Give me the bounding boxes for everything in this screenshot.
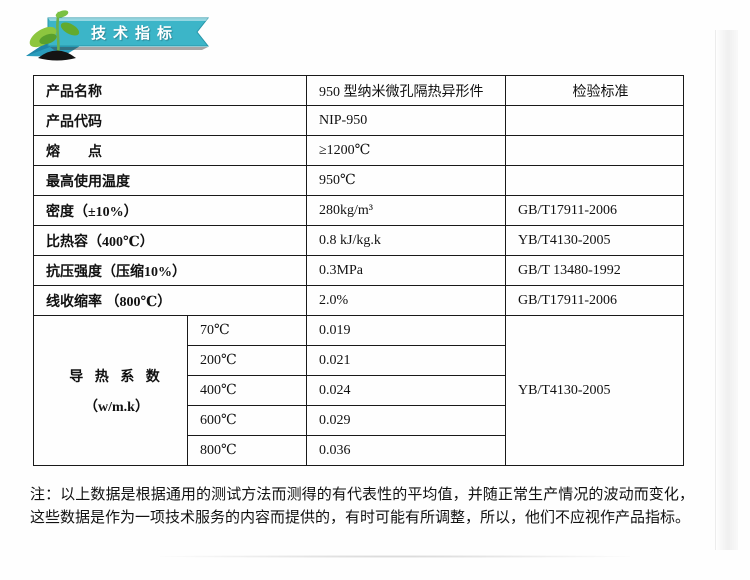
conductivity-value: 0.029 bbox=[306, 405, 506, 436]
row-label: 产品名称 bbox=[33, 75, 307, 106]
bottom-divider bbox=[160, 555, 630, 558]
conductivity-temp: 800℃ bbox=[187, 435, 307, 466]
conductivity-standard: YB/T4130-2005 bbox=[505, 315, 684, 466]
row-label: 比热容（400℃） bbox=[33, 225, 307, 256]
row-value: 2.0% bbox=[306, 285, 506, 316]
conductivity-value: 0.019 bbox=[306, 315, 506, 346]
row-value: 950 型纳米微孔隔热异形件 bbox=[306, 75, 506, 106]
table-row: 熔 点 ≥1200℃ bbox=[33, 135, 684, 166]
conductivity-temp: 70℃ bbox=[187, 315, 307, 346]
row-standard bbox=[505, 165, 684, 196]
row-value: 950℃ bbox=[306, 165, 506, 196]
conductivity-temp: 400℃ bbox=[187, 375, 307, 406]
spec-table: 产品名称 950 型纳米微孔隔热异形件 检验标准 产品代码 NIP-950 熔 … bbox=[33, 75, 684, 466]
table-row: 比热容（400℃） 0.8 kJ/kg.k YB/T4130-2005 bbox=[33, 225, 684, 256]
table-row: 抗压强度（压缩10%） 0.3MPa GB/T 13480-1992 bbox=[33, 255, 684, 286]
ribbon-highlight bbox=[48, 18, 208, 21]
row-value: NIP-950 bbox=[306, 105, 506, 136]
standard-column-header: 检验标准 bbox=[505, 75, 684, 106]
conductivity-label-line2: （w/m.k） bbox=[84, 399, 149, 415]
sprout-icon bbox=[29, 10, 80, 61]
table-row-conductivity: 800℃ 0.036 bbox=[34, 435, 684, 466]
conductivity-temp: 200℃ bbox=[187, 345, 307, 376]
table-row: 产品名称 950 型纳米微孔隔热异形件 检验标准 bbox=[33, 75, 684, 106]
row-standard: YB/T4130-2005 bbox=[505, 225, 684, 256]
banner-title: 技术指标 bbox=[90, 24, 179, 42]
table-row-conductivity: 导 热 系 数 （w/m.k） 70℃ 0.019 YB/T4130-2005 bbox=[33, 315, 684, 466]
conductivity-temp: 600℃ bbox=[187, 405, 307, 436]
row-standard bbox=[505, 105, 684, 136]
row-label: 产品代码 bbox=[33, 105, 307, 136]
row-value: 280kg/m³ bbox=[306, 195, 506, 226]
row-standard: GB/T17911-2006 bbox=[505, 285, 684, 316]
row-label: 最高使用温度 bbox=[33, 165, 307, 196]
conductivity-label: 导 热 系 数 （w/m.k） bbox=[33, 315, 188, 466]
page-edge-shadow bbox=[715, 30, 738, 550]
conductivity-value: 0.021 bbox=[306, 345, 506, 376]
row-label: 熔 点 bbox=[33, 135, 307, 166]
row-value: 0.3MPa bbox=[306, 255, 506, 286]
row-value: 0.8 kJ/kg.k bbox=[306, 225, 506, 256]
row-label: 线收缩率 （800℃） bbox=[33, 285, 307, 316]
table-row: 最高使用温度 950℃ bbox=[33, 165, 684, 196]
conductivity-label-line1: 导 热 系 数 bbox=[69, 369, 164, 385]
conductivity-value: 0.024 bbox=[306, 375, 506, 406]
table-row: 线收缩率 （800℃） 2.0% GB/T17911-2006 bbox=[33, 285, 684, 316]
section-banner: 技术指标 bbox=[12, 6, 222, 64]
row-standard: GB/T17911-2006 bbox=[505, 195, 684, 226]
table-row: 产品代码 NIP-950 bbox=[33, 105, 684, 136]
row-standard: GB/T 13480-1992 bbox=[505, 255, 684, 286]
conductivity-value: 0.036 bbox=[306, 435, 506, 466]
row-label: 抗压强度（压缩10%） bbox=[33, 255, 307, 286]
ribbon-graphic bbox=[26, 10, 210, 61]
table-row: 密度（±10%） 280kg/m³ GB/T17911-2006 bbox=[33, 195, 684, 226]
row-label: 密度（±10%） bbox=[33, 195, 307, 226]
row-value: ≥1200℃ bbox=[306, 135, 506, 166]
ribbon-shadow bbox=[50, 47, 208, 50]
footnote: 注：以上数据是根据通用的测试方法而测得的有代表性的平均值，并随正常生产情况的波动… bbox=[30, 487, 694, 526]
row-standard bbox=[505, 135, 684, 166]
